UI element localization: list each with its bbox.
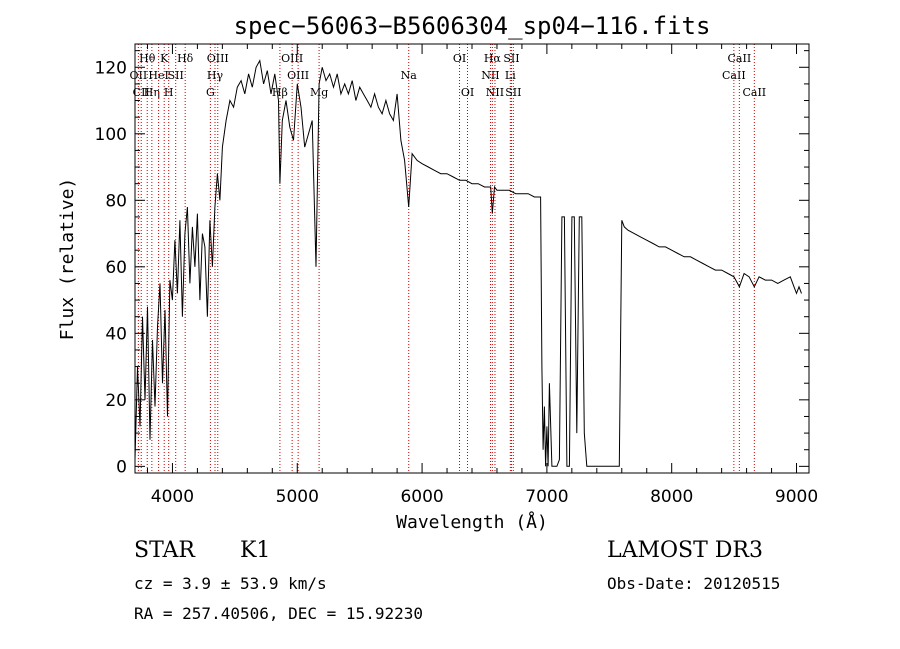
line-markers: OIICIIHθHηHeIKHSIIHδGHγOIIIHβOIIIOIIIMgN… bbox=[130, 44, 766, 473]
x-tick-label: 4000 bbox=[151, 487, 194, 507]
y-tick-label: 20 bbox=[105, 391, 127, 411]
line-label-10: Hγ bbox=[207, 69, 224, 82]
redshift-cz: cz = 3.9 ± 53.9 km/s bbox=[134, 574, 327, 593]
obs-date: Obs-Date: 20120515 bbox=[607, 574, 781, 593]
y-tick-label: 100 bbox=[95, 125, 127, 145]
y-tick-label: 0 bbox=[116, 457, 127, 477]
survey-name: LAMOST DR3 bbox=[607, 538, 763, 563]
line-label-14: OIII bbox=[287, 69, 309, 82]
y-tick-label: 40 bbox=[105, 324, 127, 344]
line-label-7: SII bbox=[168, 69, 184, 82]
line-label-0: OII bbox=[130, 69, 148, 82]
line-label-13: OIII bbox=[281, 52, 303, 65]
line-label-2: Hθ bbox=[139, 52, 156, 65]
line-label-27: CaII bbox=[742, 86, 766, 99]
line-label-21: NII bbox=[486, 86, 504, 99]
line-label-22: Li bbox=[505, 69, 516, 82]
x-axis: 4000 5000 6000 7000 8000 9000 bbox=[146, 44, 818, 507]
line-label-16: Na bbox=[401, 69, 418, 82]
x-tick-label: 7000 bbox=[525, 487, 568, 507]
line-label-1: CII bbox=[133, 86, 150, 99]
x-tick-label: 5000 bbox=[276, 487, 319, 507]
line-label-24: SII bbox=[505, 86, 521, 99]
line-label-19: NII bbox=[481, 69, 499, 82]
x-tick-label: 6000 bbox=[400, 487, 443, 507]
line-label-8: Hδ bbox=[177, 52, 194, 65]
y-tick-label: 60 bbox=[105, 258, 127, 278]
x-tick-label: 9000 bbox=[775, 487, 818, 507]
line-label-6: H bbox=[164, 86, 174, 99]
line-label-17: OI bbox=[453, 52, 466, 65]
coordinates: RA = 257.40506, DEC = 15.92230 bbox=[134, 604, 423, 623]
x-tick-label: 8000 bbox=[650, 487, 693, 507]
series-group bbox=[134, 59, 802, 467]
y-axis: 0 20 40 60 80 100 120 bbox=[95, 50, 809, 477]
line-label-12: Hβ bbox=[272, 86, 288, 99]
line-label-23: SII bbox=[503, 52, 519, 65]
line-label-18: OI bbox=[461, 86, 474, 99]
object-class: STAR bbox=[134, 538, 195, 563]
y-tick-label: 80 bbox=[105, 191, 127, 211]
line-label-11: OIII bbox=[207, 52, 229, 65]
line-label-4: HeI bbox=[148, 69, 168, 82]
line-label-9: G bbox=[206, 86, 215, 99]
x-axis-label: Wavelength (Å) bbox=[396, 511, 548, 533]
line-label-20: Hα bbox=[484, 52, 502, 65]
plot-frame bbox=[134, 43, 810, 474]
line-label-5: K bbox=[160, 52, 169, 65]
chart-title: spec−56063−B5606304_sp04−116.fits bbox=[234, 12, 711, 40]
y-tick-label: 120 bbox=[95, 58, 127, 78]
y-axis-label: Flux (relative) bbox=[57, 178, 78, 341]
line-label-25: CaII bbox=[722, 69, 746, 82]
object-subclass: K1 bbox=[240, 538, 271, 563]
series-line-0 bbox=[134, 59, 802, 467]
line-label-26: CaII bbox=[728, 52, 752, 65]
line-label-3: Hη bbox=[144, 86, 160, 99]
